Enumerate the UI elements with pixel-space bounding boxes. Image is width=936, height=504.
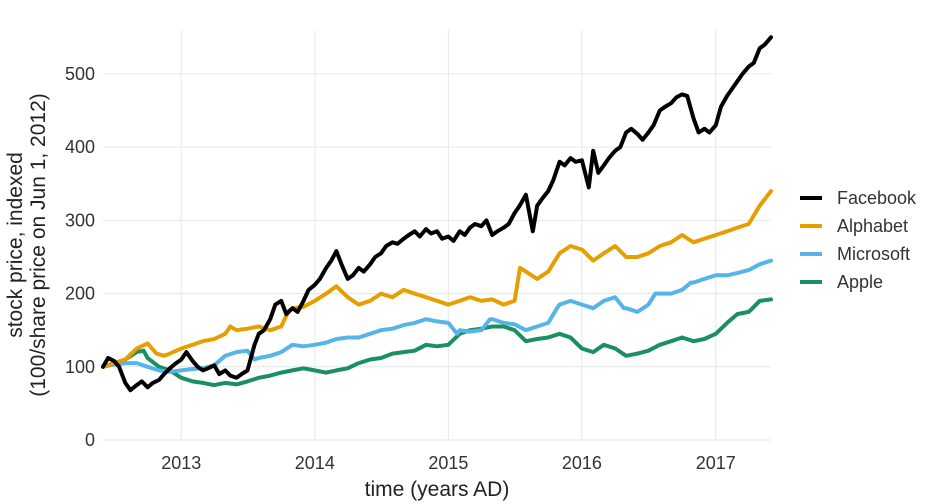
y-axis-tick-labels: 0 100 200 300 400 500 (65, 64, 95, 450)
y-axis-title-line-2: (100/share price on Jun 1, 2012) (27, 93, 50, 397)
legend-label-microsoft: Microsoft (837, 244, 910, 264)
x-tick-label-2017: 2017 (696, 453, 736, 473)
series-lines (101, 35, 773, 393)
y-tick-label-200: 200 (65, 284, 95, 304)
series-line-microsoft (101, 258, 773, 374)
y-tick-label-0: 0 (85, 430, 95, 450)
gridlines (103, 30, 771, 441)
y-tick-label-500: 500 (65, 64, 95, 84)
series-line-facebook (101, 35, 773, 393)
y-axis-title-line-1: stock price, indexed (4, 152, 27, 338)
series-line-alphabet (101, 189, 773, 369)
x-tick-label-2013: 2013 (161, 453, 201, 473)
y-tick-label-400: 400 (65, 137, 95, 157)
legend-label-facebook: Facebook (837, 188, 917, 208)
x-axis-tick-labels: 2013 2014 2015 2016 2017 (161, 453, 736, 473)
legend-label-alphabet: Alphabet (837, 216, 908, 236)
y-tick-label-100: 100 (65, 357, 95, 377)
legend: Facebook Alphabet Microsoft Apple (800, 188, 917, 292)
x-axis-title: time (years AD) (365, 478, 510, 501)
x-tick-label-2016: 2016 (562, 453, 602, 473)
y-tick-label-300: 300 (65, 210, 95, 230)
x-tick-label-2014: 2014 (295, 453, 335, 473)
x-tick-label-2015: 2015 (428, 453, 468, 473)
legend-label-apple: Apple (837, 272, 883, 292)
y-axis-title: stock price, indexed (100/share price on… (4, 93, 50, 397)
series-line-apple (101, 297, 773, 388)
